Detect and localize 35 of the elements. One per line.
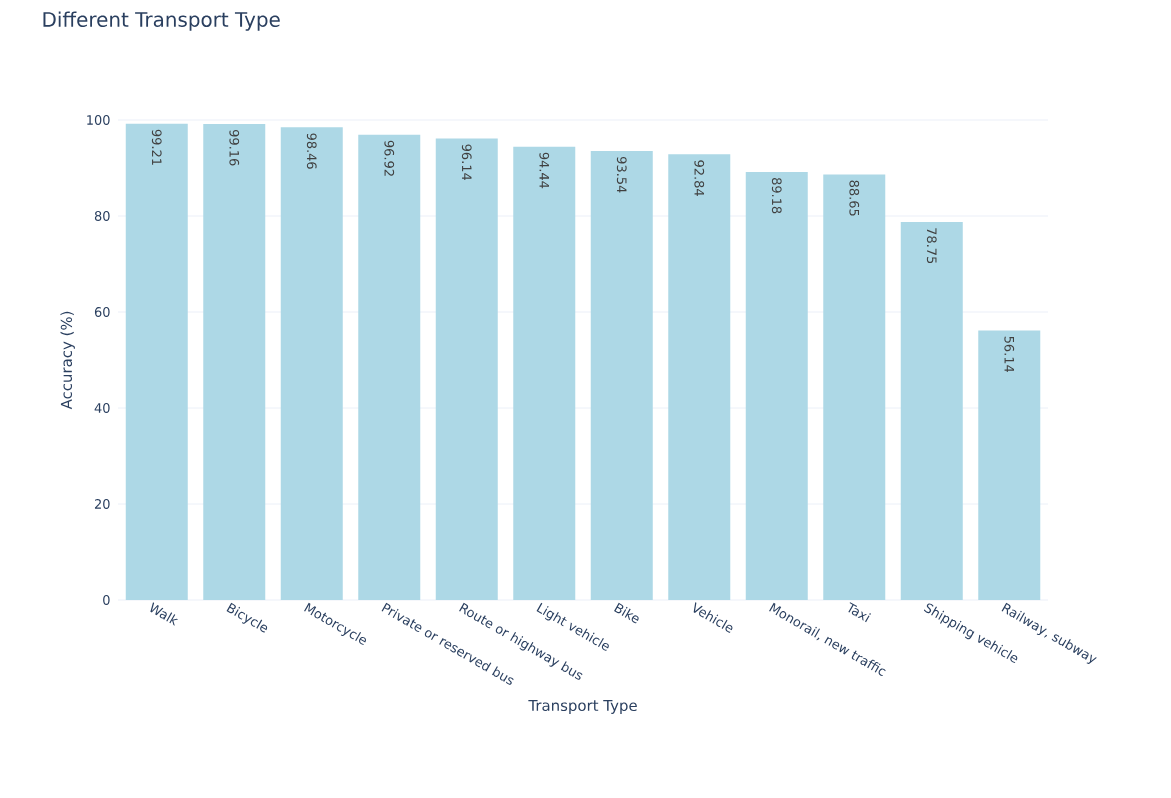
- y-tick-label: 80: [94, 211, 110, 221]
- data-label: 78.75: [926, 228, 937, 264]
- data-label: 93.54: [616, 157, 627, 193]
- bar: [513, 146, 576, 600]
- data-label: 92.84: [694, 160, 705, 196]
- bar: [125, 123, 188, 600]
- y-tick-label: 0: [103, 595, 110, 605]
- data-label: 99.21: [151, 129, 162, 165]
- bar: [900, 221, 963, 600]
- bar: [823, 174, 886, 600]
- bar: [745, 171, 808, 600]
- y-tick-label: 20: [94, 499, 110, 509]
- data-label: 94.44: [539, 152, 550, 189]
- data-label: 89.18: [771, 177, 782, 214]
- y-tick-label: 100: [87, 115, 110, 125]
- x-tick-label: Taxi: [848, 602, 871, 623]
- bar: [978, 330, 1041, 600]
- x-axis-title: Transport Type: [528, 699, 637, 714]
- bar: [435, 138, 498, 600]
- data-label: 99.16: [229, 130, 240, 166]
- x-tick-label: Bike: [614, 602, 639, 624]
- bar: [203, 124, 266, 600]
- chart-title: Different Transport Type: [43, 11, 280, 31]
- bar: [280, 127, 343, 600]
- y-axis-title: Accuracy (%): [60, 311, 75, 410]
- data-label: 56.14: [1004, 336, 1015, 373]
- data-label: 88.65: [849, 180, 860, 216]
- bar: [590, 150, 653, 600]
- data-label: 96.92: [384, 140, 395, 176]
- data-label: 96.14: [461, 144, 472, 181]
- y-tick-label: 40: [94, 403, 110, 413]
- bar: [668, 154, 731, 600]
- data-label: 98.46: [306, 133, 317, 169]
- y-tick-label: 60: [94, 307, 110, 317]
- bar: [358, 134, 421, 600]
